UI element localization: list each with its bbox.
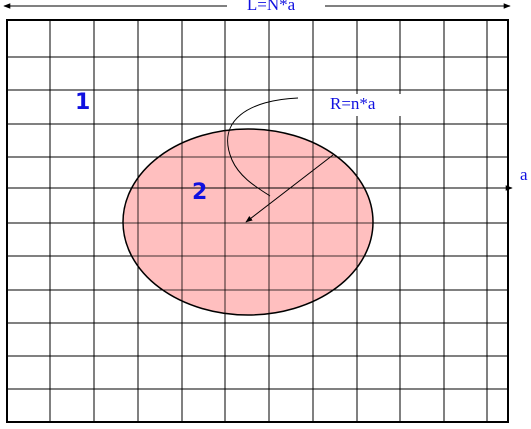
length-label: L=N*a (247, 0, 296, 14)
outer-square (6, 19, 509, 423)
pointer-curve (227, 97, 299, 197)
radius-arrow (245, 154, 334, 223)
region-2-label: 2 (192, 180, 207, 205)
radius-label: R=n*a (330, 94, 376, 113)
grid-over-circle (7, 20, 508, 422)
spacing-label: a (520, 165, 528, 184)
radius-label-bg (325, 94, 405, 116)
region-1-label: 1 (75, 90, 90, 115)
length-label-bg (227, 0, 325, 14)
